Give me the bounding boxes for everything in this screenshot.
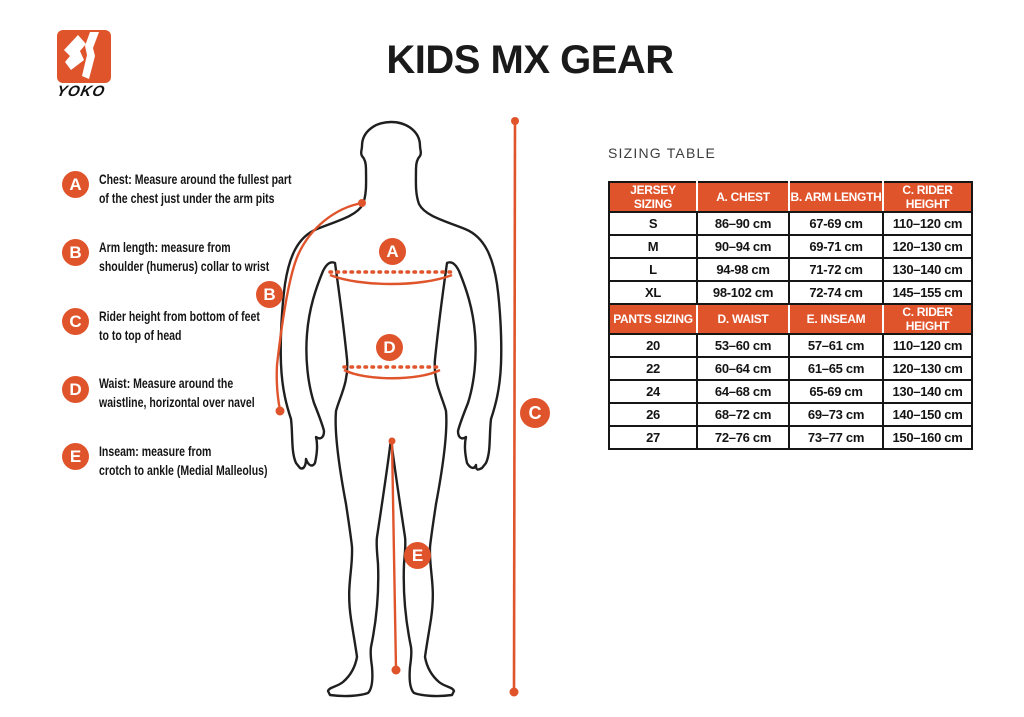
table-row: M 90–94 cm 69-71 cm 120–130 cm bbox=[608, 234, 973, 259]
header-cell: E. INSEAM bbox=[788, 303, 884, 335]
table-row: 22 60–64 cm 61–65 cm 120–130 cm bbox=[608, 356, 973, 381]
diagram-badge-waist: D bbox=[376, 334, 403, 361]
table-cell: 60–64 cm bbox=[696, 356, 790, 381]
table-row: 20 53–60 cm 57–61 cm 110–120 cm bbox=[608, 333, 973, 358]
sizing-table: JERSEY SIZING A. CHEST B. ARM LENGTH C. RID… bbox=[608, 181, 973, 450]
table-cell: 24 bbox=[608, 379, 698, 404]
table-cell: XL bbox=[608, 280, 698, 305]
table-cell: 72–76 cm bbox=[696, 425, 790, 450]
arm-length-line bbox=[275, 199, 366, 416]
table-cell: S bbox=[608, 211, 698, 236]
table-cell: 120–130 cm bbox=[882, 234, 973, 259]
header-row: JERSEY SIZING A. CHEST B. ARM LENGTH C. RID… bbox=[608, 181, 973, 213]
table-cell: 98-102 cm bbox=[696, 280, 790, 305]
chest-measure-line bbox=[328, 270, 454, 286]
table-row: S 86–90 cm 67-69 cm 110–120 cm bbox=[608, 211, 973, 236]
page-title: KIDS MX GEAR bbox=[386, 38, 674, 82]
yoko-logo-icon bbox=[57, 30, 111, 83]
table-cell: 86–90 cm bbox=[696, 211, 790, 236]
table-cell: 145–155 cm bbox=[882, 280, 973, 305]
table-cell: 27 bbox=[608, 425, 698, 450]
table-cell: 90–94 cm bbox=[696, 234, 790, 259]
legend-text-c: Rider height from bottom of feet to to to… bbox=[99, 309, 260, 343]
table-cell: 150–160 cm bbox=[882, 425, 973, 450]
table-cell: 69–73 cm bbox=[788, 402, 884, 427]
header-cell: B. ARM LENGTH bbox=[788, 181, 884, 213]
table-cell: 72-74 cm bbox=[788, 280, 884, 305]
jersey-rows: S 86–90 cm 67-69 cm 110–120 cm M 90–94 cm 69-7… bbox=[608, 211, 973, 305]
table-cell: 64–68 cm bbox=[696, 379, 790, 404]
legend-badge-b: B bbox=[62, 239, 89, 266]
table-row: L 94-98 cm 71-72 cm 130–140 cm bbox=[608, 257, 973, 282]
diagram-badge-chest: A bbox=[379, 238, 406, 265]
table-cell: 140–150 cm bbox=[882, 402, 973, 427]
legend-badge-c: C bbox=[62, 308, 89, 335]
table-row: 27 72–76 cm 73–77 cm 150–160 cm bbox=[608, 425, 973, 450]
header-cell: C. RIDER HEIGHT bbox=[882, 303, 973, 335]
waist-measure-line bbox=[342, 365, 442, 380]
legend-text-e: Inseam: measure from crotch to ankle (Med… bbox=[99, 444, 268, 478]
height-line bbox=[509, 117, 519, 697]
table-cell: 20 bbox=[608, 333, 698, 358]
diagram-badge-height: C bbox=[520, 398, 550, 428]
diagram-badge-inseam: E bbox=[404, 542, 431, 569]
table-cell: 68–72 cm bbox=[696, 402, 790, 427]
legend-badge-a: A bbox=[62, 171, 89, 198]
table-cell: 67-69 cm bbox=[788, 211, 884, 236]
table-cell: 110–120 cm bbox=[882, 211, 973, 236]
table-cell: 73–77 cm bbox=[788, 425, 884, 450]
table-cell: 94-98 cm bbox=[696, 257, 790, 282]
header-cell: JERSEY SIZING bbox=[608, 181, 698, 213]
legend-badge-e: E bbox=[62, 443, 89, 470]
header-row: PANTS SIZING D. WAIST E. INSEAM C. RIDER HE… bbox=[608, 303, 973, 335]
table-cell: 61–65 cm bbox=[788, 356, 884, 381]
table-row: 24 64–68 cm 65-69 cm 130–140 cm bbox=[608, 379, 973, 404]
table-cell: 130–140 cm bbox=[882, 257, 973, 282]
diagram-badge-arm: B bbox=[256, 281, 283, 308]
table-cell: L bbox=[608, 257, 698, 282]
header-cell: D. WAIST bbox=[696, 303, 790, 335]
body-silhouette bbox=[279, 120, 503, 698]
yoko-logo: YOKO bbox=[55, 29, 112, 100]
legend-badge-d: D bbox=[62, 376, 89, 403]
table-cell: 57–61 cm bbox=[788, 333, 884, 358]
inseam-line bbox=[388, 437, 401, 675]
table-cell: 65-69 cm bbox=[788, 379, 884, 404]
table-cell: 110–120 cm bbox=[882, 333, 973, 358]
jersey-header-row: JERSEY SIZING A. CHEST B. ARM LENGTH C. RID… bbox=[608, 181, 973, 213]
header-cell: A. CHEST bbox=[696, 181, 790, 213]
table-cell: 22 bbox=[608, 356, 698, 381]
table-cell: 130–140 cm bbox=[882, 379, 973, 404]
table-cell: 53–60 cm bbox=[696, 333, 790, 358]
table-row: 26 68–72 cm 69–73 cm 140–150 cm bbox=[608, 402, 973, 427]
table-row: XL 98-102 cm 72-74 cm 145–155 cm bbox=[608, 280, 973, 305]
table-cell: 26 bbox=[608, 402, 698, 427]
legend-text-b: Arm length: measure from shoulder (humeru… bbox=[99, 240, 270, 274]
pants-rows: 20 53–60 cm 57–61 cm 110–120 cm 22 60–64 cm 61… bbox=[608, 333, 973, 450]
pants-header-row: PANTS SIZING D. WAIST E. INSEAM C. RIDER HE… bbox=[608, 303, 973, 335]
header-cell: C. RIDER HEIGHT bbox=[882, 181, 973, 213]
sizing-table-container: JERSEY SIZING A. CHEST B. ARM LENGTH C. RID… bbox=[608, 181, 973, 450]
sizing-table-heading: SIZING TABLE bbox=[608, 145, 717, 161]
legend-text-d: Waist: Measure around the waistline, hori… bbox=[99, 376, 255, 410]
table-cell: 120–130 cm bbox=[882, 356, 973, 381]
legend-text-a: Chest: Measure around the fullest part of… bbox=[99, 172, 292, 206]
table-cell: 69-71 cm bbox=[788, 234, 884, 259]
header-cell: PANTS SIZING bbox=[608, 303, 698, 335]
table-cell: M bbox=[608, 234, 698, 259]
table-cell: 71-72 cm bbox=[788, 257, 884, 282]
